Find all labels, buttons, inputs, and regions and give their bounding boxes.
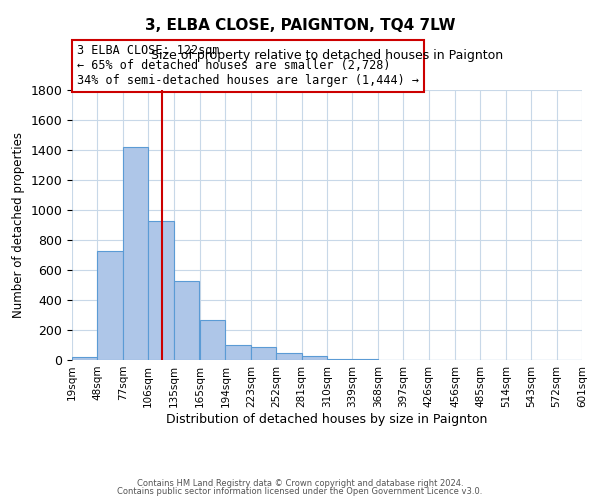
Text: Contains HM Land Registry data © Crown copyright and database right 2024.: Contains HM Land Registry data © Crown c… (137, 478, 463, 488)
X-axis label: Distribution of detached houses by size in Paignton: Distribution of detached houses by size … (166, 412, 488, 426)
Y-axis label: Number of detached properties: Number of detached properties (12, 132, 25, 318)
Title: Size of property relative to detached houses in Paignton: Size of property relative to detached ho… (151, 50, 503, 62)
Bar (72, 357, 97, 360)
Text: 3, ELBA CLOSE, PAIGNTON, TQ4 7LW: 3, ELBA CLOSE, PAIGNTON, TQ4 7LW (145, 18, 455, 32)
Bar (226, 345, 251, 360)
Text: Contains public sector information licensed under the Open Government Licence v3: Contains public sector information licen… (118, 487, 482, 496)
Bar (97, 250, 123, 360)
Bar (327, 358, 352, 360)
Bar (200, 320, 226, 360)
Bar (302, 356, 327, 360)
Bar (123, 147, 148, 360)
Text: 3 ELBA CLOSE: 122sqm
← 65% of detached houses are smaller (2,728)
34% of semi-de: 3 ELBA CLOSE: 122sqm ← 65% of detached h… (77, 44, 419, 88)
Bar (352, 359, 378, 360)
Bar (276, 352, 302, 360)
Bar (148, 220, 173, 360)
Bar (251, 346, 276, 360)
Bar (173, 280, 199, 360)
